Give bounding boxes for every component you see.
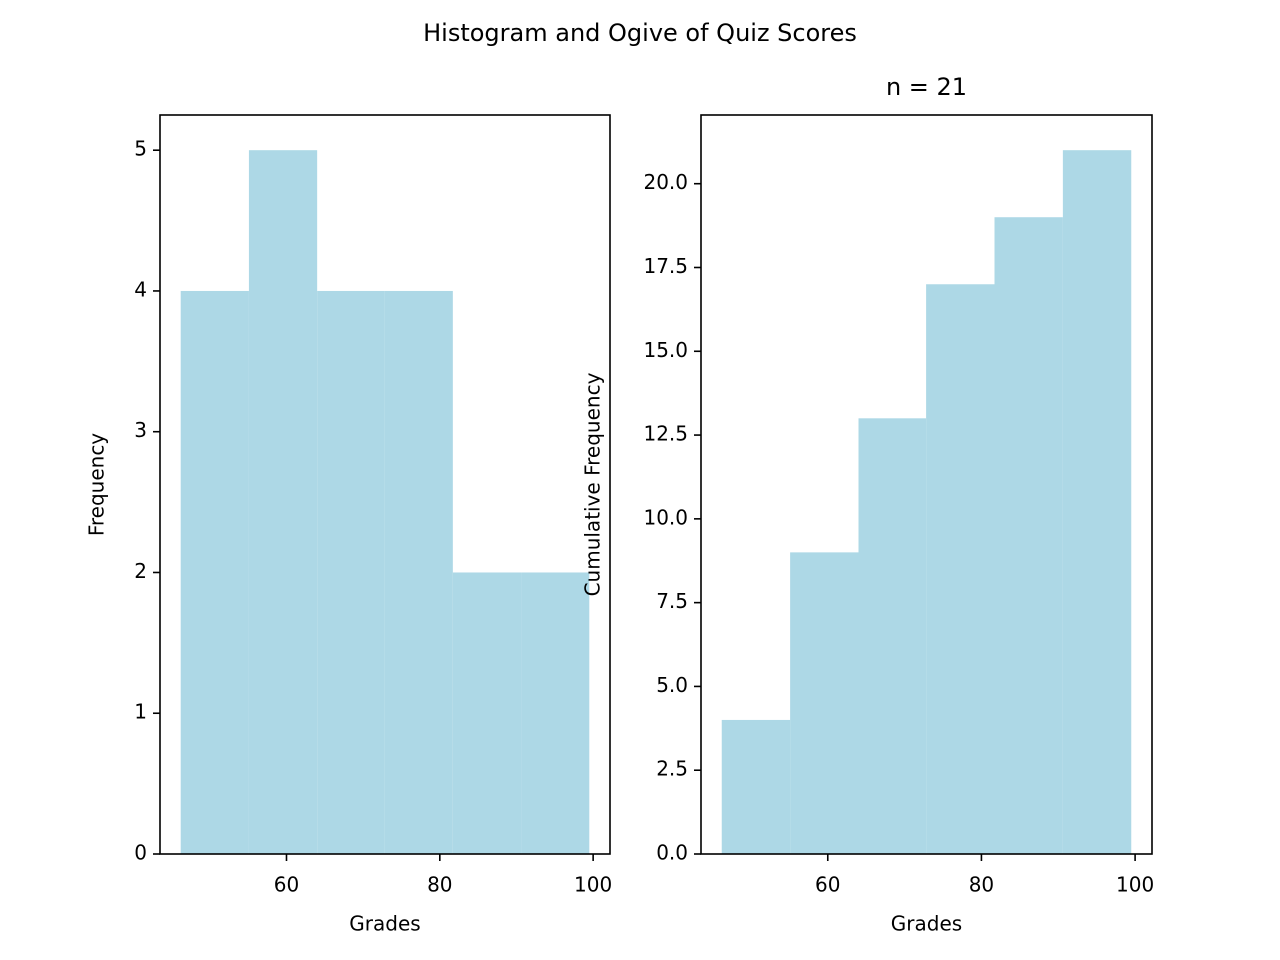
axes-frame [700, 114, 1153, 855]
histogram-bar [384, 290, 453, 854]
x-axis-label: Grades [891, 912, 962, 936]
y-tick-label: 2 [134, 559, 147, 583]
y-tick-label: 2.5 [656, 757, 688, 781]
y-tick-label: 20.0 [643, 170, 688, 194]
histogram-bar [1062, 150, 1132, 854]
x-tick-label: 60 [815, 873, 840, 897]
histogram-bar [180, 290, 249, 854]
x-axis-label: Grades [349, 912, 420, 936]
histogram-bar [994, 217, 1063, 854]
y-tick-label: 17.5 [643, 254, 688, 278]
x-tick-label: 100 [1116, 873, 1154, 897]
figure-title: Histogram and Ogive of Quiz Scores [423, 19, 857, 47]
y-axis-label: Cumulative Frequency [581, 372, 605, 596]
y-tick-label: 5.0 [656, 673, 688, 697]
x-tick-label: 100 [574, 873, 612, 897]
y-tick-label: 5 [134, 137, 147, 161]
y-tick-label: 3 [134, 418, 147, 442]
y-tick-label: 15.0 [643, 338, 688, 362]
histogram-bar [317, 290, 385, 854]
y-axis-label: Frequency [85, 433, 109, 536]
axes-title: n = 21 [886, 73, 967, 101]
y-tick-label: 10.0 [643, 505, 688, 529]
y-tick-label: 12.5 [643, 422, 688, 446]
x-tick-label: 60 [274, 873, 299, 897]
histogram-bar [858, 418, 927, 854]
y-tick-label: 0 [134, 841, 147, 865]
y-tick-label: 1 [134, 700, 147, 724]
y-tick-label: 0.0 [656, 841, 688, 865]
histogram-bar [790, 552, 859, 854]
y-tick-label: 7.5 [656, 589, 688, 613]
y-tick-label: 4 [134, 277, 147, 301]
x-tick-label: 80 [969, 873, 994, 897]
histogram-bar [521, 572, 590, 854]
x-tick-label: 80 [427, 873, 452, 897]
axes-frame [159, 114, 611, 855]
histogram-bar [926, 284, 995, 855]
histogram-bar [721, 719, 791, 854]
histogram-bar [248, 150, 318, 854]
histogram-bar [452, 572, 522, 854]
